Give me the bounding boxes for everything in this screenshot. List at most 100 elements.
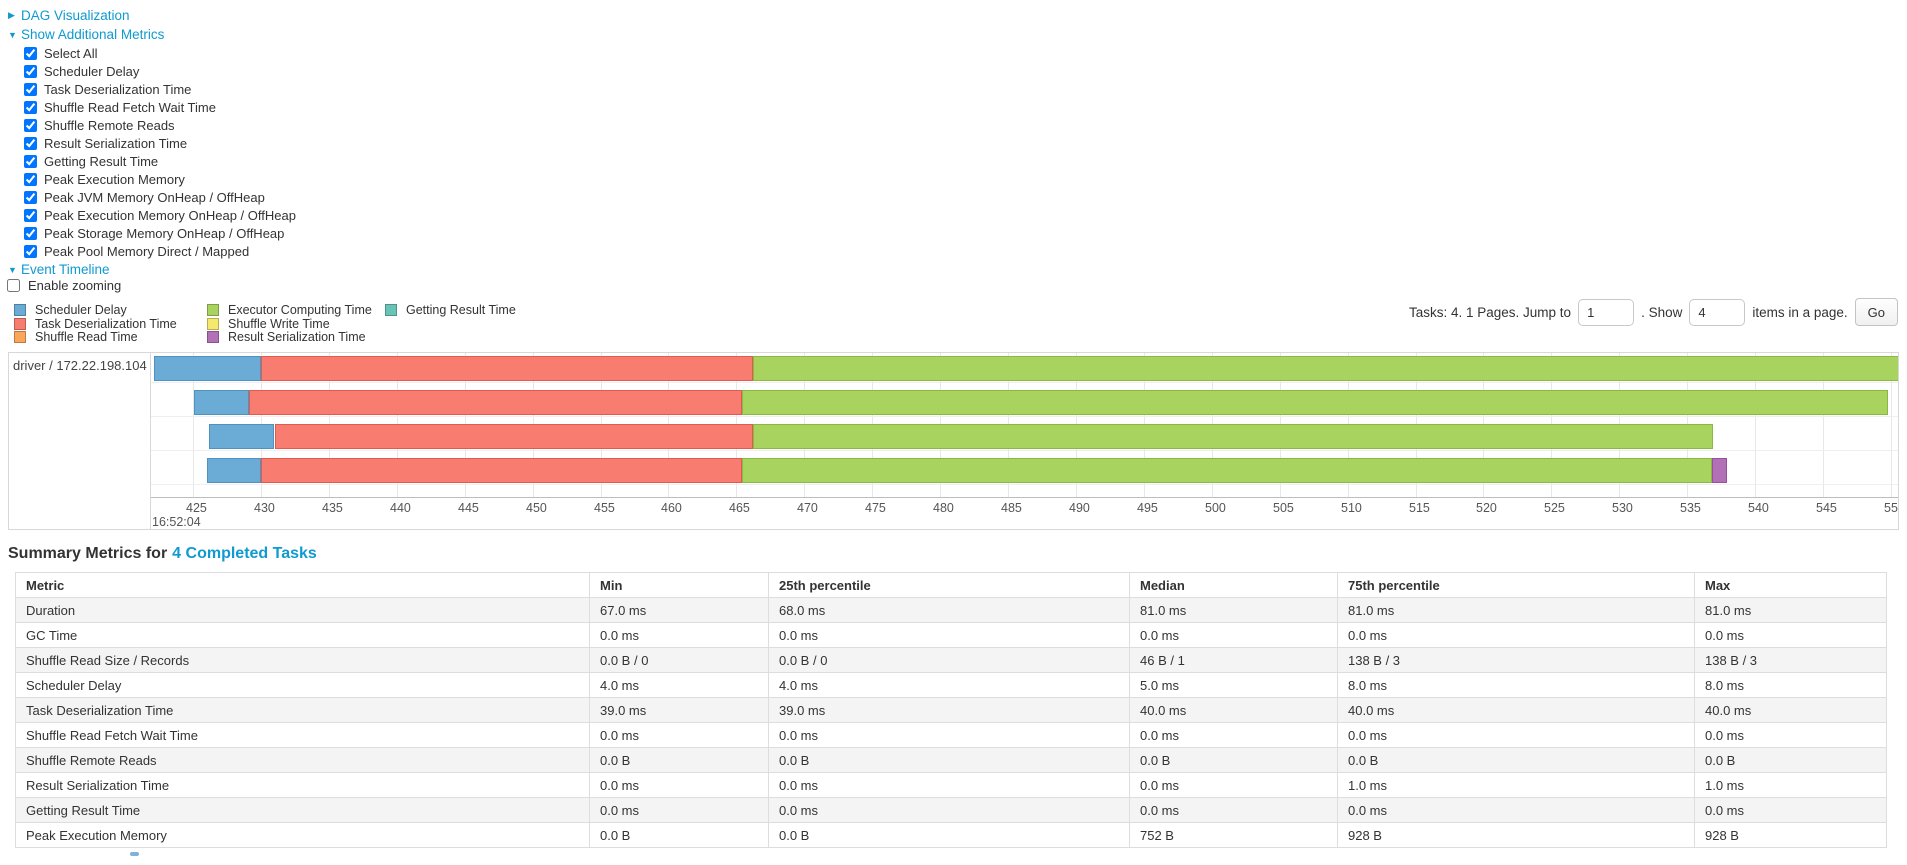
summary-metric-name: Shuffle Remote Reads [15,747,590,773]
task-bar-segment-task-deserialization[interactable] [248,390,742,415]
summary-cell: 928 B [1694,822,1887,848]
summary-row-shuffle-remote-reads: Shuffle Remote Reads 0.0 B 0.0 B 0.0 B 0.0 B… [15,747,1887,773]
summary-cell: 4.0 ms [589,672,769,698]
executor-row-label: driver / 172.22.198.104 [13,358,147,373]
summary-cell: 0.0 B [589,822,769,848]
enable-zooming-checkbox[interactable] [7,279,20,292]
event-timeline-toggle[interactable]: ▼ Event Timeline [8,261,110,278]
shuffle-write-time-swatch-icon [207,317,219,330]
summary-metric-name: Scheduler Delay [15,672,590,698]
go-button[interactable]: Go [1854,298,1898,326]
task-bar-segment-scheduler-delay[interactable] [194,390,249,415]
summary-cell: 0.0 ms [768,772,1130,798]
timeline-row-separator [151,450,1898,451]
legend-label: Getting Result Time [406,302,516,317]
axis-gridline [193,353,194,497]
axis-tick-label: 530 [1612,501,1633,515]
summary-cell: 40.0 ms [1129,697,1338,723]
summary-metric-name: Getting Result Time [15,797,590,823]
event-timeline-link[interactable]: Event Timeline [21,262,110,277]
summary-cell: 0.0 ms [589,722,769,748]
clipped-next-section-artifact [130,852,139,856]
task-bar-segment-task-deserialization[interactable] [260,356,753,381]
task-bar-segment-task-deserialization[interactable] [260,458,742,483]
summary-col-header-25th-percentile[interactable]: 25th percentile [768,572,1130,598]
summary-col-header-max[interactable]: Max [1694,572,1887,598]
show-additional-metrics-link[interactable]: Show Additional Metrics [21,27,165,42]
summary-cell: 0.0 ms [768,722,1130,748]
metric-checkbox-row: Peak JVM Memory OnHeap / OffHeap [24,188,296,206]
summary-cell: 0.0 ms [1694,722,1887,748]
axis-tick-label: 450 [526,501,547,515]
axis-tick-label: 520 [1476,501,1497,515]
task-bar-segment-executor-computing[interactable] [741,458,1712,483]
summary-col-header-75th-percentile[interactable]: 75th percentile [1337,572,1695,598]
metric-checkbox-select-all[interactable] [24,46,37,60]
show-additional-metrics-toggle[interactable]: ▼ Show Additional Metrics [8,26,164,43]
legend-label: Shuffle Write Time [228,316,330,331]
summary-metric-name: Duration [15,597,590,623]
task-bar-segment-scheduler-delay[interactable] [153,356,261,381]
summary-metrics-title: Summary Metrics for 4 Completed Tasks [8,545,317,563]
task-bar-segment-scheduler-delay[interactable] [209,424,275,449]
metric-checkbox-shuffle-read-fetch-wait-time[interactable] [24,100,37,114]
expanded-arrow-icon: ▼ [8,264,17,275]
completed-tasks-link[interactable]: 4 Completed Tasks [172,545,317,562]
metric-checkbox-label: Shuffle Read Fetch Wait Time [44,99,216,115]
metric-checkbox-row: Peak Execution Memory [24,170,296,188]
enable-zooming-label: Enable zooming [28,278,122,293]
task-bar-segment-scheduler-delay[interactable] [206,458,261,483]
dag-visualization-toggle[interactable]: ▶ DAG Visualization [8,7,130,24]
items-per-page-input[interactable] [1689,298,1746,326]
scheduler-delay-swatch-icon [14,303,26,316]
summary-cell: 0.0 ms [1129,722,1338,748]
summary-cell: 46 B / 1 [1129,647,1338,673]
summary-cell: 0.0 ms [1129,772,1338,798]
task-bar-segment-task-deserialization[interactable] [274,424,753,449]
task-bar-segment-executor-computing[interactable] [752,356,1898,381]
legend-label: Shuffle Read Time [35,330,138,345]
summary-col-header-min[interactable]: Min [589,572,769,598]
dag-visualization-link[interactable]: DAG Visualization [21,8,130,23]
metric-checkbox-peak-jvm-memory-onheap-offheap[interactable] [24,190,37,204]
summary-row-shuffle-read-size-records: Shuffle Read Size / Records 0.0 B / 0 0.0 … [15,647,1887,673]
task-bar-segment-executor-computing[interactable] [741,390,1889,415]
metric-checkbox-task-deserialization-time[interactable] [24,82,37,96]
metric-checkbox-scheduler-delay[interactable] [24,64,37,78]
axis-tick-label: 545 [1816,501,1837,515]
axis-tick-label: 430 [254,501,275,515]
task-bar-segment-executor-computing[interactable] [752,424,1714,449]
summary-cell: 67.0 ms [589,597,769,623]
timeline-row-separator [151,484,1898,485]
metric-checkbox-peak-execution-memory[interactable] [24,172,37,186]
summary-cell: 40.0 ms [1694,697,1887,723]
jump-to-page-input[interactable] [1578,298,1635,326]
metric-checkbox-label: Result Serialization Time [44,135,188,151]
axis-tick-label: 515 [1409,501,1430,515]
legend-item-result-serialization-time: Result Serialization Time [207,330,372,344]
summary-cell: 0.0 ms [1337,797,1695,823]
metric-checkbox-result-serialization-time[interactable] [24,136,37,150]
summary-cell: 1.0 ms [1694,772,1887,798]
metric-checkbox-peak-storage-memory-onheap-offheap[interactable] [24,226,37,240]
metric-checkbox-peak-execution-memory-onheap-offheap[interactable] [24,208,37,222]
metric-checkbox-label: Task Deserialization Time [44,81,192,97]
axis-tick-label: 495 [1137,501,1158,515]
summary-cell: 928 B [1337,822,1695,848]
collapsed-arrow-icon: ▶ [8,10,15,20]
summary-col-header-median[interactable]: Median [1129,572,1338,598]
timeline-row-separator [151,382,1898,383]
summary-metric-name: Result Serialization Time [15,772,590,798]
metric-checkbox-peak-pool-memory-direct-mapped[interactable] [24,244,37,258]
legend-item-getting-result-time: Getting Result Time [385,303,516,317]
timeline-row-separator [151,416,1898,417]
metric-checkbox-row: Getting Result Time [24,152,296,170]
summary-cell: 138 B / 3 [1337,647,1695,673]
metric-checkbox-getting-result-time[interactable] [24,154,37,168]
metric-checkbox-shuffle-remote-reads[interactable] [24,118,37,132]
summary-cell: 0.0 ms [1129,622,1338,648]
legend-column: Getting Result Time [385,303,516,317]
event-timeline-chart: driver / 172.22.198.104 16:52:04 425 430 4… [8,352,1899,530]
task-bar-segment-result-serialization[interactable] [1711,458,1727,483]
summary-col-header-metric[interactable]: Metric [15,572,590,598]
